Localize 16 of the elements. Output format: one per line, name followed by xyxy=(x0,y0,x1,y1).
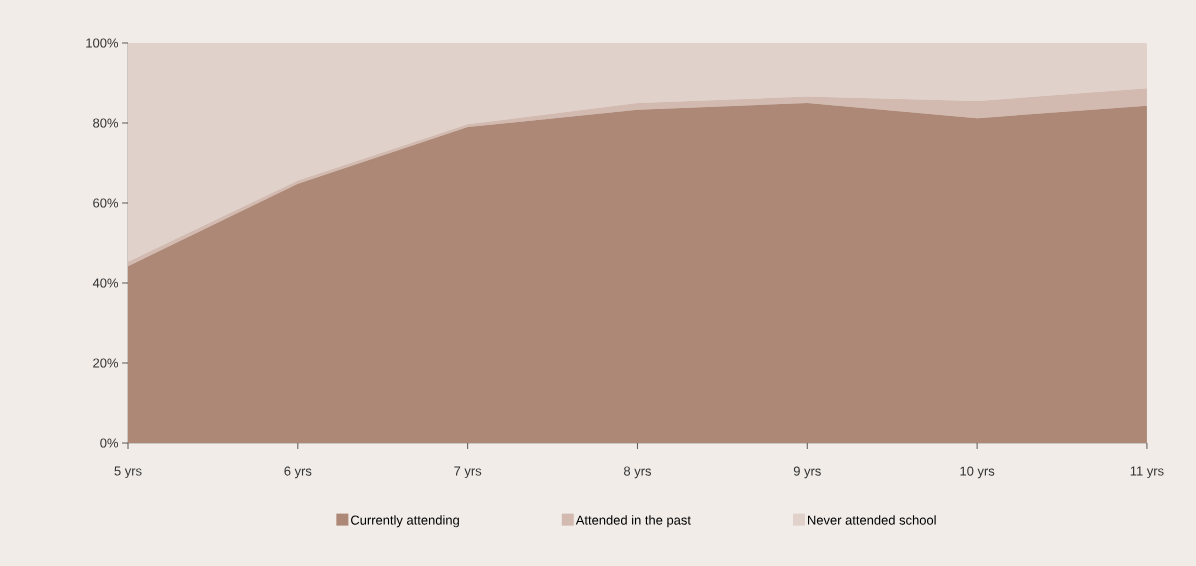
x-tick-label: 5 yrs xyxy=(114,466,142,479)
y-tick-label: 40% xyxy=(92,278,119,288)
y-tick-label: 100% xyxy=(86,38,119,48)
legend-label: Never attended school xyxy=(808,515,936,525)
x-tick-label: 10 yrs xyxy=(960,466,995,479)
legend-label: Attended in the past xyxy=(575,515,691,528)
y-tick-label: 20% xyxy=(93,358,119,368)
x-tick-label: 9 yrs xyxy=(793,466,821,479)
x-tick-label: 6 yrs xyxy=(284,466,312,479)
legend-label: Currently attending xyxy=(351,515,459,528)
x-tick-label: 11 yrs xyxy=(1130,466,1164,479)
y-tick-label: 60% xyxy=(93,198,119,208)
x-tick-label: 7 yrs xyxy=(454,466,482,479)
x-tick-label: 8 yrs xyxy=(623,466,652,479)
y-tick-label: 80% xyxy=(93,118,119,128)
y-tick-label: 0% xyxy=(100,438,119,448)
